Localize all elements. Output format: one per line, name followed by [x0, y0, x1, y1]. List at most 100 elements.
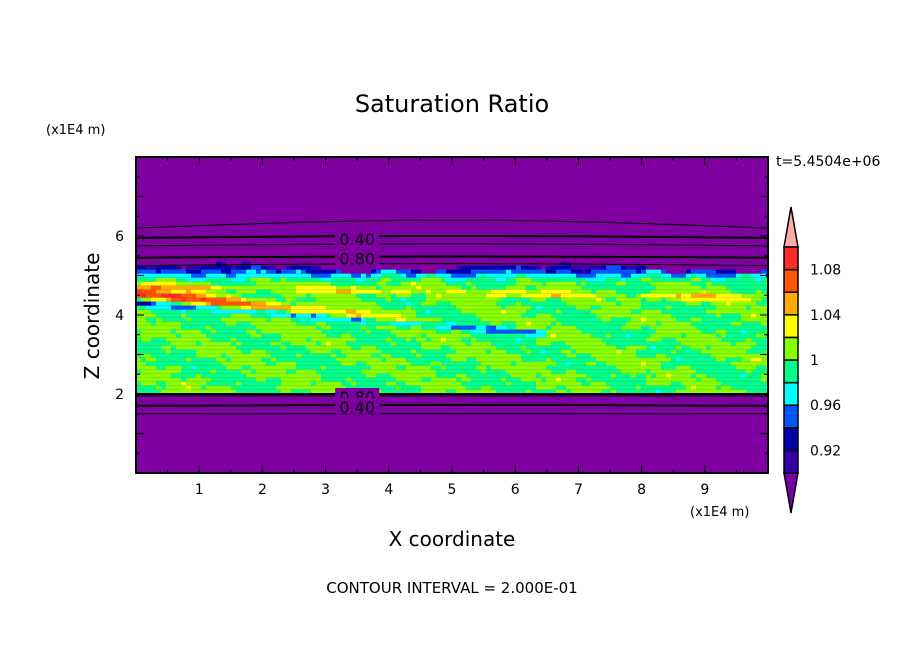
field-cell — [496, 385, 501, 390]
field-cell — [651, 321, 656, 326]
field-cell — [716, 309, 721, 314]
field-cell — [656, 361, 661, 366]
field-cell — [311, 293, 316, 298]
field-cell — [496, 345, 501, 350]
field-cell — [436, 317, 441, 322]
field-cell — [711, 353, 716, 358]
field-cell — [426, 341, 431, 346]
field-cell — [201, 357, 206, 362]
field-cell — [571, 277, 576, 282]
field-cell — [241, 389, 246, 394]
field-cell — [371, 365, 376, 370]
field-cell — [261, 357, 266, 362]
field-cell — [151, 349, 156, 354]
field-cell — [551, 377, 556, 382]
field-cell — [251, 277, 256, 282]
field-cell — [611, 301, 616, 306]
field-cell — [476, 297, 481, 302]
field-cell — [556, 361, 561, 366]
field-cell — [291, 265, 296, 270]
field-cell — [686, 297, 691, 302]
field-cell — [741, 297, 746, 302]
field-cell — [276, 301, 281, 306]
field-cell — [521, 293, 526, 298]
field-cell — [186, 269, 191, 274]
field-cell — [226, 285, 231, 290]
field-cell — [416, 269, 421, 274]
field-cell — [206, 329, 211, 334]
field-cell — [556, 317, 561, 322]
field-cell — [296, 373, 301, 378]
field-cell — [691, 317, 696, 322]
field-cell — [146, 277, 151, 282]
field-cell — [366, 373, 371, 378]
field-cell — [761, 293, 766, 298]
field-cell — [411, 373, 416, 378]
field-cell — [366, 273, 371, 278]
field-cell — [656, 301, 661, 306]
field-cell — [471, 385, 476, 390]
field-cell — [281, 321, 286, 326]
field-cell — [721, 273, 726, 278]
field-cell — [236, 281, 241, 286]
field-cell — [431, 289, 436, 294]
field-cell — [196, 301, 201, 306]
field-cell — [216, 325, 221, 330]
field-cell — [441, 353, 446, 358]
field-cell — [331, 305, 336, 310]
field-cell — [701, 373, 706, 378]
field-cell — [201, 385, 206, 390]
field-cell — [441, 377, 446, 382]
field-cell — [321, 365, 326, 370]
field-cell — [701, 325, 706, 330]
field-cell — [726, 297, 731, 302]
field-cell — [566, 281, 571, 286]
field-cell — [391, 313, 396, 318]
field-cell — [586, 369, 591, 374]
field-cell — [446, 381, 451, 386]
field-cell — [336, 365, 341, 370]
field-cell — [541, 321, 546, 326]
field-cell — [641, 313, 646, 318]
field-cell — [506, 325, 511, 330]
field-cell — [596, 269, 601, 274]
field-cell — [696, 377, 701, 382]
field-cell — [496, 357, 501, 362]
field-cell — [596, 289, 601, 294]
field-cell — [461, 369, 466, 374]
field-cell — [756, 309, 761, 314]
field-cell — [486, 341, 491, 346]
field-cell — [296, 281, 301, 286]
field-cell — [696, 277, 701, 282]
field-cell — [376, 349, 381, 354]
field-cell — [231, 377, 236, 382]
field-cell — [241, 325, 246, 330]
field-cell — [756, 389, 761, 394]
field-cell — [631, 389, 636, 394]
field-cell — [626, 269, 631, 274]
field-cell — [611, 341, 616, 346]
field-cell — [326, 289, 331, 294]
field-cell — [191, 321, 196, 326]
field-cell — [646, 305, 651, 310]
field-cell — [541, 365, 546, 370]
field-cell — [486, 385, 491, 390]
field-cell — [621, 297, 626, 302]
field-cell — [256, 269, 261, 274]
field-cell — [381, 273, 386, 278]
field-cell — [651, 309, 656, 314]
field-cell — [306, 289, 311, 294]
field-cell — [346, 305, 351, 310]
field-cell — [356, 365, 361, 370]
field-cell — [136, 341, 141, 346]
field-cell — [591, 385, 596, 390]
field-cell — [401, 381, 406, 386]
field-cell — [256, 381, 261, 386]
field-cell — [691, 277, 696, 282]
field-cell — [616, 313, 621, 318]
field-cell — [461, 389, 466, 394]
field-cell — [281, 361, 286, 366]
field-cell — [631, 309, 636, 314]
field-cell — [351, 317, 356, 322]
field-cell — [286, 341, 291, 346]
